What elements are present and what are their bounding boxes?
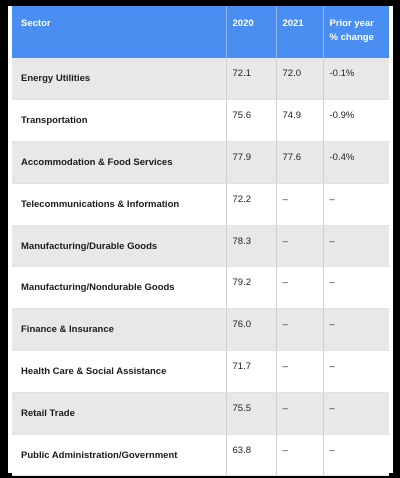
- table-row: Energy Utilities 72.1 72.0 -0.1%: [12, 58, 389, 101]
- cell-2021: 77.6: [276, 141, 324, 184]
- cell-change: –: [323, 308, 389, 352]
- cell-sector: Manufacturing/Nondurable Goods: [12, 266, 227, 310]
- table-row: Transportation 75.6 74.9 -0.9%: [12, 99, 389, 143]
- cell-sector: Public Administration/Government: [12, 434, 227, 477]
- cell-2021: –: [276, 308, 324, 352]
- table-row: Finance & Insurance 76.0 – –: [12, 308, 389, 352]
- cell-sector: Transportation: [12, 99, 227, 143]
- cell-2020: 72.2: [226, 183, 277, 226]
- table-row: Manufacturing/Nondurable Goods 79.2 – –: [12, 266, 389, 310]
- cell-2020: 72.1: [226, 58, 277, 101]
- cell-2020: 79.2: [226, 266, 277, 310]
- cell-2020: 77.9: [226, 141, 277, 184]
- table-row: Telecommunications & Information 72.2 – …: [12, 183, 389, 226]
- table-header-row: Sector 2020 2021 Prior year % change: [12, 6, 389, 58]
- cell-2020: 76.0: [226, 308, 277, 352]
- cell-change: -0.1%: [323, 58, 389, 101]
- table-row: Accommodation & Food Services 77.9 77.6 …: [12, 141, 389, 184]
- header-sector: Sector: [12, 6, 227, 58]
- header-2020: 2020: [226, 6, 277, 58]
- cell-change: -0.4%: [323, 141, 389, 184]
- cell-2020: 63.8: [226, 434, 277, 477]
- table-frame: Sector 2020 2021 Prior year % change Ener…: [8, 6, 393, 477]
- cell-2020: 75.6: [226, 99, 277, 143]
- cell-2021: –: [276, 183, 324, 226]
- header-change-line1: Prior year: [329, 18, 374, 29]
- header-change-line2: % change: [329, 32, 374, 43]
- cell-2021: –: [276, 225, 324, 268]
- cell-2020: 75.5: [226, 392, 277, 435]
- cell-sector: Telecommunications & Information: [12, 183, 227, 226]
- cell-sector: Retail Trade: [12, 392, 227, 435]
- header-prior-year-change: Prior year % change: [323, 6, 389, 58]
- cell-2021: 72.0: [276, 58, 324, 101]
- sector-score-table: Sector 2020 2021 Prior year % change Ener…: [12, 6, 389, 477]
- cell-sector: Finance & Insurance: [12, 308, 227, 352]
- cell-sector: Energy Utilities: [12, 58, 227, 101]
- cell-change: –: [323, 434, 389, 477]
- cell-2021: –: [276, 434, 324, 477]
- table-row: Public Administration/Government 63.8 – …: [12, 434, 389, 477]
- cell-change: –: [323, 183, 389, 226]
- cell-2020: 78.3: [226, 225, 277, 268]
- cell-change: –: [323, 225, 389, 268]
- cell-2020: 71.7: [226, 350, 277, 393]
- cell-change: –: [323, 266, 389, 310]
- cell-2021: –: [276, 266, 324, 310]
- table-row: Manufacturing/Durable Goods 78.3 – –: [12, 225, 389, 268]
- table-row: Retail Trade 75.5 – –: [12, 392, 389, 435]
- cell-sector: Health Care & Social Assistance: [12, 350, 227, 393]
- cell-change: -0.9%: [323, 99, 389, 143]
- cell-sector: Manufacturing/Durable Goods: [12, 225, 227, 268]
- cell-2021: 74.9: [276, 99, 324, 143]
- cell-2021: –: [276, 392, 324, 435]
- cell-sector: Accommodation & Food Services: [12, 141, 227, 184]
- cell-change: –: [323, 392, 389, 435]
- cell-2021: –: [276, 350, 324, 393]
- cell-change: –: [323, 350, 389, 393]
- header-2021: 2021: [276, 6, 324, 58]
- table-row: Health Care & Social Assistance 71.7 – –: [12, 350, 389, 393]
